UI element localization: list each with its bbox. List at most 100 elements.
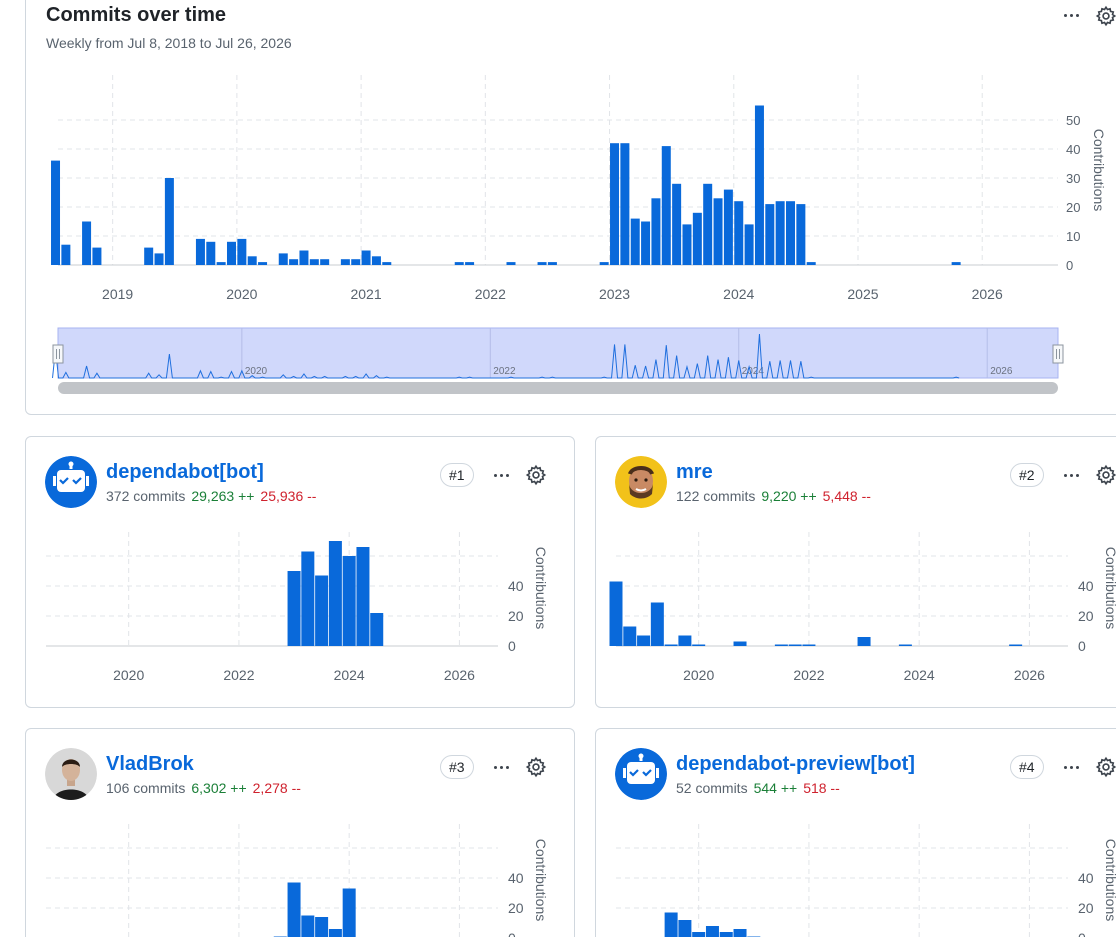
- bar: [547, 262, 557, 265]
- bar: [301, 915, 315, 937]
- bar: [775, 201, 785, 265]
- bar: [301, 551, 315, 646]
- gear-icon[interactable]: [525, 756, 547, 778]
- bar: [733, 641, 747, 646]
- contributor-stats: 52 commits 544 ++ 518 --: [676, 780, 840, 796]
- bar: [620, 143, 630, 265]
- y-tick-label: 40: [1078, 578, 1094, 594]
- y-tick-label: 30: [1066, 171, 1080, 186]
- bar: [299, 250, 309, 265]
- commit-count[interactable]: 372 commits: [106, 488, 186, 504]
- y-tick-label: 0: [508, 930, 516, 937]
- y-tick-label: 0: [508, 638, 516, 654]
- y-tick-label: 40: [1078, 870, 1094, 886]
- bar: [609, 581, 623, 646]
- rank-badge: #2: [1010, 463, 1044, 487]
- y-tick-label: 0: [1066, 258, 1073, 273]
- bar: [951, 262, 961, 265]
- x-tick-label: 2022: [223, 667, 254, 683]
- contributor-chart: 0 20 40 Contributions: [46, 824, 549, 937]
- bar: [328, 541, 342, 646]
- bar: [692, 932, 706, 937]
- bearded-man-avatar[interactable]: [615, 456, 667, 508]
- bar: [287, 571, 301, 646]
- range-handle: [1052, 344, 1064, 364]
- kebab-horizontal-icon[interactable]: [1058, 5, 1084, 25]
- gear-icon[interactable]: [1095, 5, 1116, 27]
- gear-icon[interactable]: [1095, 756, 1116, 778]
- bar: [678, 920, 692, 937]
- x-tick-label: 2026: [444, 667, 475, 683]
- contributor-chart: 0 20 40 Contributions: [616, 824, 1116, 937]
- kebab-horizontal-icon[interactable]: [488, 465, 514, 485]
- commit-count[interactable]: 52 commits: [676, 780, 748, 796]
- contributor-card-3: VladBrok 106 commits 6,302 ++ 2,278 -- #3 …: [25, 728, 575, 937]
- contributor-card-2: mre 122 commits 9,220 ++ 5,448 -- #2 0 20 40…: [595, 436, 1116, 708]
- bar: [692, 212, 702, 265]
- contributor-name-link[interactable]: mre: [676, 461, 713, 483]
- overview-year-label: 2026: [990, 366, 1013, 377]
- commit-count[interactable]: 122 commits: [676, 488, 756, 504]
- x-tick-label: 2022: [475, 286, 506, 302]
- bar: [705, 926, 719, 937]
- x-tick-label: 2023: [599, 286, 630, 302]
- robot-avatar-icon[interactable]: [45, 456, 97, 508]
- x-tick-label: 2024: [723, 286, 754, 302]
- bar: [258, 262, 268, 265]
- bar: [226, 241, 236, 265]
- x-tick-label: 2021: [350, 286, 381, 302]
- bar: [719, 932, 733, 937]
- gear-icon[interactable]: [1095, 464, 1116, 486]
- bar: [465, 262, 475, 265]
- bar: [898, 644, 912, 646]
- y-tick-label: 20: [1078, 900, 1094, 916]
- bar: [382, 262, 392, 265]
- range-selector[interactable]: 2020 2022 2024 2026: [0, 322, 1116, 397]
- deletions-count: 2,278 --: [252, 780, 301, 796]
- bar: [610, 143, 620, 265]
- man-portrait-avatar[interactable]: [45, 748, 97, 800]
- deletions-count: 5,448 --: [822, 488, 871, 504]
- overview-year-label: 2020: [245, 366, 268, 377]
- bar: [361, 250, 371, 265]
- x-tick-label: 2025: [847, 286, 878, 302]
- commit-count[interactable]: 106 commits: [106, 780, 186, 796]
- contributor-name-link[interactable]: VladBrok: [106, 753, 194, 775]
- range-handle: [52, 344, 64, 364]
- bar: [703, 183, 713, 265]
- additions-count: 29,263 ++: [191, 488, 255, 504]
- deletions-count: 25,936 --: [260, 488, 317, 504]
- gear-icon[interactable]: [525, 464, 547, 486]
- kebab-horizontal-icon[interactable]: [1058, 757, 1084, 777]
- kebab-horizontal-icon[interactable]: [488, 757, 514, 777]
- bar: [82, 221, 92, 265]
- contributor-chart: 0 20 40 2020 2022 2024 2026 Contributions: [46, 532, 549, 683]
- y-axis-label: Contributions: [1103, 547, 1116, 630]
- y-axis-label: Contributions: [1103, 839, 1116, 922]
- bar: [164, 178, 174, 265]
- bar: [637, 635, 651, 646]
- contributor-name-link[interactable]: dependabot[bot]: [106, 461, 264, 483]
- bar: [765, 204, 775, 265]
- bar: [144, 247, 154, 265]
- y-tick-label: 40: [508, 578, 524, 594]
- bar: [641, 221, 651, 265]
- overview-year-label: 2024: [742, 366, 765, 377]
- contributor-name-link[interactable]: dependabot-preview[bot]: [676, 753, 915, 775]
- bar: [278, 253, 288, 265]
- bar: [599, 262, 609, 265]
- bar: [744, 224, 754, 265]
- bar: [537, 262, 547, 265]
- bar: [1009, 644, 1023, 646]
- bar: [454, 262, 464, 265]
- y-tick-label: 20: [508, 608, 524, 624]
- bar: [682, 224, 692, 265]
- bar: [650, 602, 664, 646]
- x-tick-label: 2022: [793, 667, 824, 683]
- bar: [692, 644, 706, 646]
- bar: [661, 146, 671, 265]
- bar: [796, 204, 806, 265]
- kebab-horizontal-icon[interactable]: [1058, 465, 1084, 485]
- robot-avatar-icon[interactable]: [615, 748, 667, 800]
- bar: [309, 259, 319, 265]
